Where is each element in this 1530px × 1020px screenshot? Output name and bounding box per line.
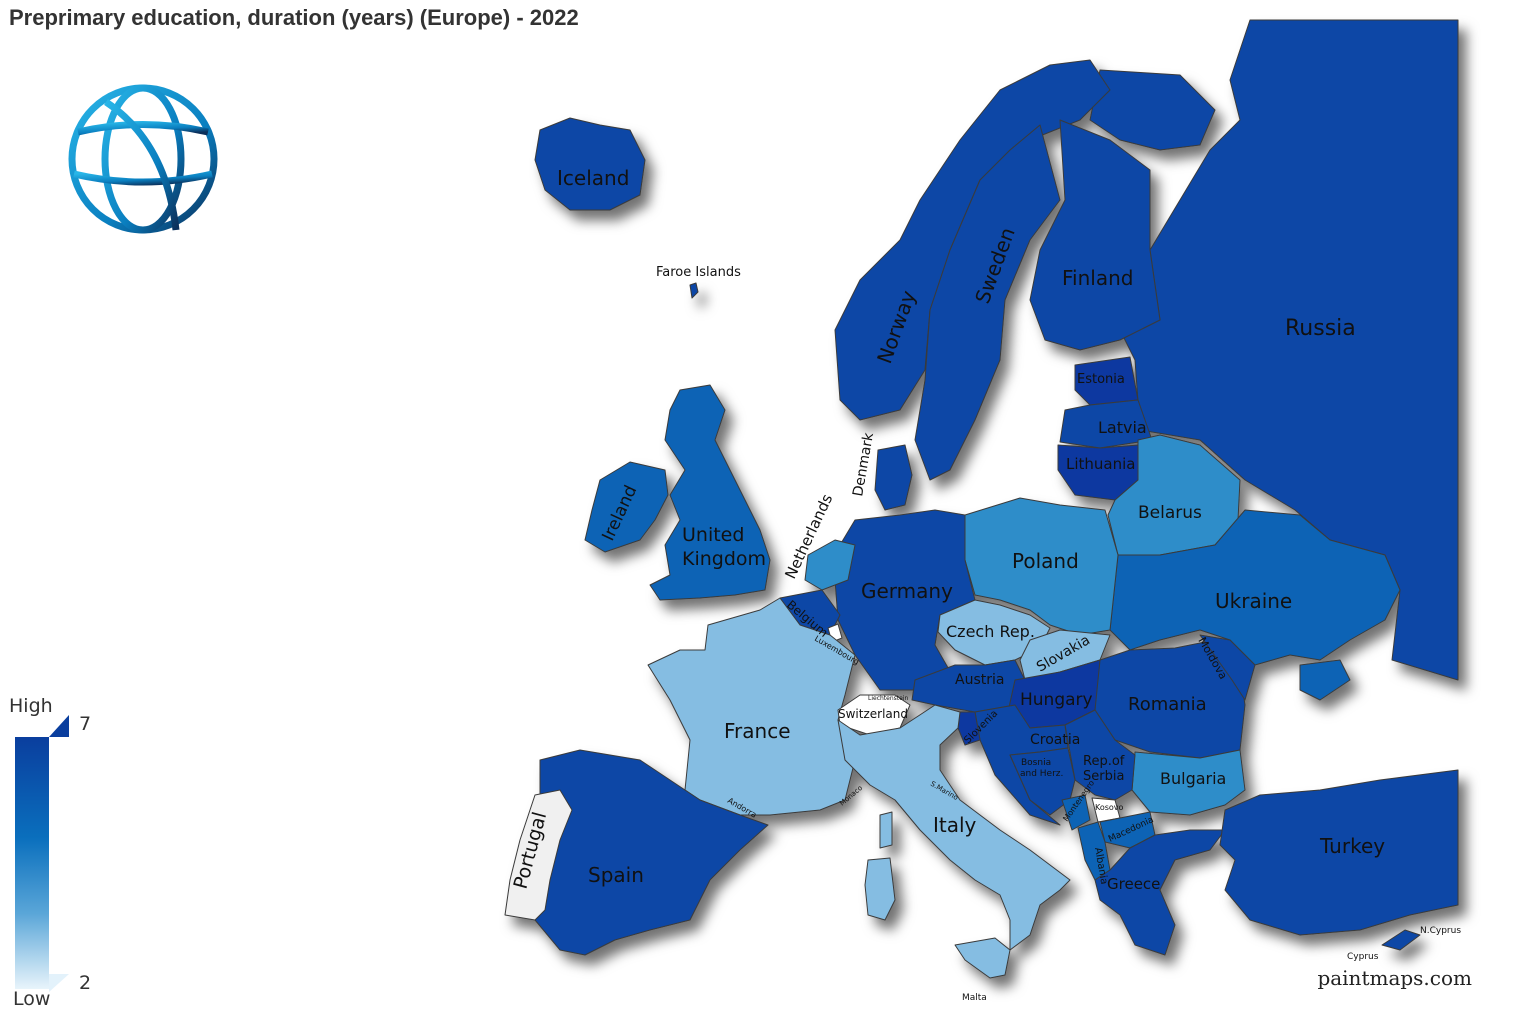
label-hungary: Hungary [1020,690,1093,710]
label-russia: Russia [1285,316,1356,341]
legend-color-scale [15,737,49,989]
country-serbia[interactable] [1064,709,1136,801]
label-germany: Germany [861,579,953,603]
country-denmark[interactable] [874,444,913,511]
country-greece[interactable] [1094,829,1226,956]
country-italy[interactable] [837,704,1071,951]
label-poland: Poland [1012,549,1079,573]
legend-low-label: Low [13,988,51,1010]
country-moldova[interactable] [1199,634,1256,701]
label-ukraine: Ukraine [1215,589,1292,613]
label-serbia-1: Rep.of [1083,754,1125,769]
legend-min-value: 2 [79,972,92,994]
label-belarus: Belarus [1138,503,1202,523]
country-italy-sicily[interactable] [954,937,1011,979]
label-italy: Italy [933,813,977,837]
country-ireland[interactable] [584,461,669,553]
country-ukraine[interactable] [1109,509,1401,666]
country-montenegro[interactable] [1061,794,1091,831]
label-bosnia-1: Bosnia [1021,758,1051,768]
label-czech: Czech Rep. [946,622,1035,641]
label-romania: Romania [1128,694,1207,715]
country-netherlands[interactable] [804,539,856,591]
label-kosovo: Kosovo [1095,803,1124,812]
country-italy-sardinia[interactable] [864,857,896,921]
label-cyprus: Cyprus [1347,952,1379,962]
country-ukraine-crimea[interactable] [1299,659,1351,701]
label-austria: Austria [955,672,1004,688]
country-france-corsica[interactable] [879,811,893,849]
label-malta: Malta [962,993,987,1003]
label-serbia-2: Serbia [1083,769,1124,784]
label-liechtenstein: Liechtenstein [868,695,908,702]
country-bosnia[interactable] [1009,747,1076,816]
country-iceland[interactable] [534,117,646,211]
label-spain: Spain [588,863,644,887]
country-germany[interactable] [834,509,976,691]
legend-max-value: 7 [79,713,92,735]
country-uk[interactable] [649,384,771,601]
label-iceland: Iceland [557,166,629,190]
label-uk-2: Kingdom [682,548,766,570]
world-bank-globe-logo [68,84,218,234]
country-finland[interactable] [1029,119,1161,351]
label-switzerland: Switzerland [838,707,908,721]
label-bulgaria: Bulgaria [1160,769,1226,788]
country-sweden[interactable] [914,124,1061,481]
source-credit: paintmaps.com [1317,966,1472,990]
label-uk-1: United [682,524,744,546]
legend-min-marker [49,974,69,992]
label-turkey: Turkey [1319,834,1385,858]
label-n-cyprus: N.Cyprus [1420,926,1461,936]
country-russia[interactable] [1119,19,1459,681]
label-faroe: Faroe Islands [656,265,741,280]
label-bosnia-2: and Herz. [1020,769,1063,779]
label-france: France [724,719,791,743]
country-cyprus[interactable] [1381,929,1421,951]
legend-high-label: High [9,695,53,717]
legend-max-marker [49,715,69,737]
label-greece: Greece [1107,875,1160,893]
country-russia-kola[interactable] [1089,69,1216,151]
country-bulgaria[interactable] [1131,749,1246,816]
country-portugal[interactable] [504,789,573,921]
label-croatia: Croatia [1030,732,1080,748]
label-finland: Finland [1062,266,1133,290]
label-denmark: Denmark [850,431,877,498]
label-estonia: Estonia [1077,372,1125,387]
label-lithuania: Lithuania [1066,455,1135,473]
label-latvia: Latvia [1098,418,1147,437]
country-turkey[interactable] [1219,769,1459,936]
country-faroe[interactable] [689,282,699,299]
country-france[interactable] [647,597,856,816]
page-title: Preprimary education, duration (years) (… [9,5,579,30]
